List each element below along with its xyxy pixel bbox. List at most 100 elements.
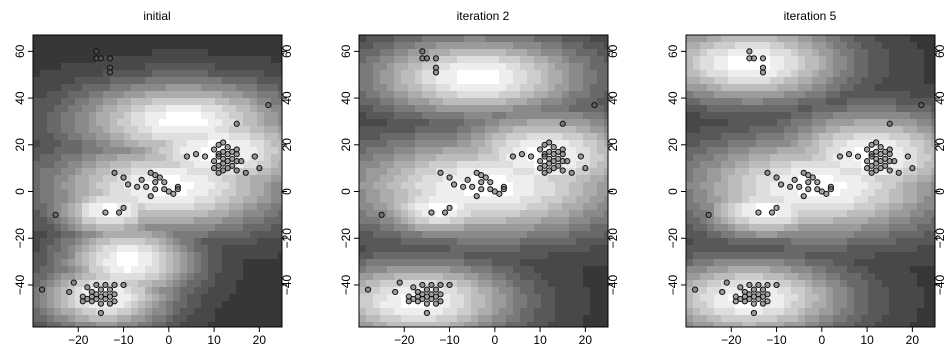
y-tick-label-left: −40 [13,274,27,295]
data-point [895,169,902,176]
data-point [183,153,191,160]
data-point [210,146,218,153]
data-point [723,279,730,286]
data-point [868,169,875,176]
data-point [750,300,758,307]
data-point [224,144,231,151]
data-point [836,153,844,160]
data-point [102,209,109,216]
y-tick-label-left: 0 [666,188,680,195]
x-tick-label: 0 [818,333,825,347]
y-tick-label-left: 40 [13,91,27,105]
data-point [364,286,372,293]
data-point [93,48,100,55]
data-point [106,69,114,76]
data-point [174,186,181,193]
data-point [201,153,209,160]
data-point [143,183,150,190]
y-tick-label-right: 40 [933,91,947,105]
data-point [432,55,440,62]
data-point [233,120,240,127]
data-point [541,141,548,148]
data-point [750,309,758,317]
data-point [441,209,449,216]
data-point [559,120,566,127]
y-tick-label-right: 60 [933,44,947,58]
data-point [764,169,771,176]
data-point [170,190,177,197]
panel-initial: initial −20 −10 0 10 20 −40 −40 −20 −20 0 0 20 20 40 4… [13,9,294,347]
data-point [437,169,444,176]
data-point [97,300,105,307]
data-point [773,174,780,181]
plot-area: −20 −10 0 10 20 −40 −40 −20 −20 0 0 20 20 40 40 60 60 [666,34,947,347]
data-point [705,211,712,218]
data-point [423,55,431,62]
data-point [120,281,127,289]
x-tick-label: −20 [68,333,89,347]
data-point [755,281,762,289]
data-point [904,153,911,160]
data-point [755,209,762,216]
data-point [469,183,476,190]
data-point [582,165,589,172]
data-points [691,48,925,317]
y-tick-label-left: 40 [666,91,680,105]
data-point [918,101,925,109]
data-point [256,165,263,172]
x-tick-label: 20 [253,333,267,347]
data-point [432,300,440,307]
data-point [115,209,123,216]
y-tick-label-right: −20 [933,228,947,249]
data-point [823,190,830,197]
data-point [419,281,426,289]
data-point [66,288,73,296]
y-tick-label-left: −40 [666,274,680,295]
data-point [414,298,421,305]
data-point [450,181,458,188]
data-point [120,204,127,211]
data-point [134,183,141,190]
data-point [809,174,816,181]
data-point [777,181,785,188]
data-point [550,151,557,158]
data-point [192,151,200,158]
data-point [805,186,812,193]
data-point [886,151,893,158]
data-point [460,183,467,190]
y-tick-label-left: 40 [339,91,353,105]
data-point [238,158,245,165]
data-point [428,209,435,216]
data-point [396,279,403,286]
data-point [536,146,544,153]
data-point [746,281,753,289]
data-point [759,286,767,293]
data-point [877,151,884,158]
data-point [527,153,535,160]
data-point [432,286,440,293]
density-background [33,35,282,327]
data-point [432,69,440,76]
data-point [97,55,105,62]
data-point [97,309,105,317]
data-point [124,181,132,188]
data-point [518,151,526,158]
plot-area: −20 −10 0 10 20 −40 −40 −20 −20 0 0 20 20 40 40 60 60 [339,34,620,347]
data-point [791,176,798,183]
x-tick-label: 10 [207,333,221,347]
data-point [564,158,571,165]
y-tick-label-right: −20 [280,228,294,249]
x-tick-label: 20 [579,333,593,347]
data-point [405,298,412,305]
data-point [536,165,544,172]
x-tick-label: 0 [491,333,498,347]
data-points [38,48,272,317]
data-point [93,281,100,289]
plot-frame [32,34,283,328]
data-point [210,165,218,172]
y-tick-label-right: −40 [933,274,947,295]
data-point [70,279,77,286]
data-point [111,169,118,176]
y-tick-label-right: 60 [280,44,294,58]
